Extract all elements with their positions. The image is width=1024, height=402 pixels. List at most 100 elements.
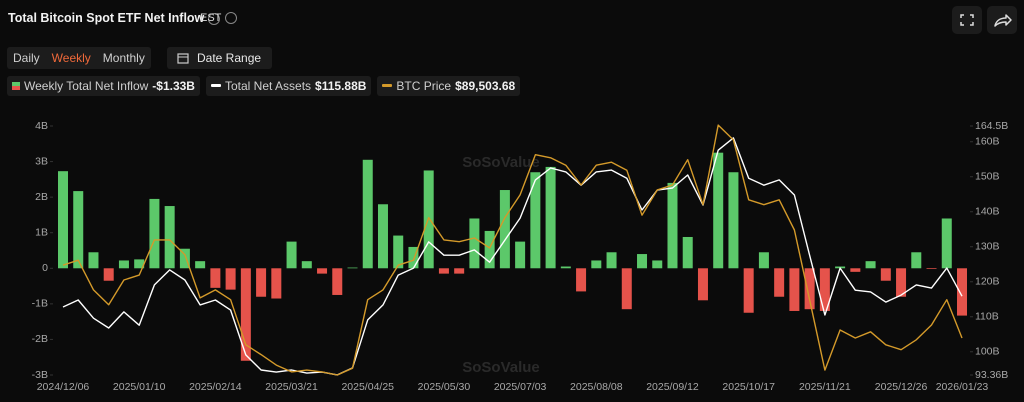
y2-tick-label: 110B <box>975 311 999 323</box>
bar <box>789 268 800 311</box>
bar <box>652 260 663 269</box>
legend-swatch <box>210 84 221 87</box>
x-tick-label: 2025/08/08 <box>570 381 623 393</box>
fullscreen-button[interactable] <box>952 6 982 34</box>
y-tick-label: -2B <box>32 333 48 345</box>
watermark: SoSoValue <box>462 359 540 376</box>
y2-tick-label: 164.5B <box>975 120 1008 132</box>
y2-tick-label: 120B <box>975 276 1000 288</box>
bar <box>118 260 129 269</box>
legend-value: $89,503.68 <box>455 79 516 93</box>
bar <box>865 261 876 269</box>
bar <box>835 266 846 269</box>
title-text: Total Bitcoin Spot ETF Net Inflow <box>8 11 205 25</box>
y-tick-label: 2B <box>35 191 48 203</box>
bar <box>301 261 312 269</box>
x-tick-label: 2025/01/10 <box>113 381 166 393</box>
x-tick-label: 2025/02/14 <box>189 381 242 393</box>
legend-value: -$1.33B <box>152 79 195 93</box>
bar <box>637 254 648 269</box>
x-tick-label: 2024/12/06 <box>37 381 90 393</box>
bar <box>728 172 739 269</box>
x-tick-label: 2025/12/26 <box>875 381 928 393</box>
x-tick-label: 2025/09/12 <box>646 381 699 393</box>
y-tick-label: 4B <box>35 120 48 132</box>
y2-tick-label: 100B <box>975 346 1000 358</box>
bar <box>606 252 617 269</box>
title: Total Bitcoin Spot ETF Net Inflow <box>8 11 221 25</box>
y2-tick-label: 140B <box>975 206 1000 218</box>
y-tick-label: -1B <box>32 298 48 310</box>
bar <box>195 261 206 269</box>
bar <box>713 152 724 269</box>
bar <box>362 159 373 269</box>
y-tick-label: 3B <box>35 155 48 167</box>
timezone: EST <box>200 12 238 25</box>
fullscreen-icon <box>960 14 974 26</box>
bar <box>58 171 68 269</box>
bar <box>682 236 693 269</box>
bar <box>408 246 419 269</box>
bar <box>88 252 99 269</box>
y2-tick-label: 150B <box>975 171 1000 183</box>
y-tick-label: 0 <box>42 262 48 274</box>
x-tick-label: 2025/04/25 <box>341 381 394 393</box>
legend-item[interactable]: Weekly Total Net Inflow -$1.33B <box>7 76 200 96</box>
y2-tick-label: 93.36B <box>975 369 1008 381</box>
tab[interactable]: Daily <box>13 51 40 65</box>
x-tick-label: 2025/03/21 <box>265 381 318 393</box>
legend-label: BTC Price <box>396 79 452 93</box>
bar <box>73 191 84 269</box>
calendar-icon <box>177 53 189 64</box>
bar <box>545 166 556 269</box>
bar <box>134 259 145 269</box>
bar <box>377 204 388 269</box>
bar <box>149 198 160 269</box>
legend-label: Total Net Assets <box>224 79 312 93</box>
legend-swatch <box>382 84 393 87</box>
tabs: Daily Weekly Monthly <box>7 47 151 69</box>
y2-tick-label: 160B <box>975 136 1000 148</box>
bar <box>393 235 404 269</box>
info-icon[interactable] <box>208 12 221 25</box>
x-tick-label: 2025/11/21 <box>799 381 851 393</box>
date-range-text: Date Range <box>197 51 262 65</box>
legend-label: Weekly Total Net Inflow <box>24 79 149 93</box>
legend-item[interactable]: Total Net Assets $115.88B <box>205 76 372 96</box>
share-button[interactable] <box>987 6 1017 34</box>
line <box>62 137 963 376</box>
legend-item[interactable]: BTC Price $89,503.68 <box>377 76 521 96</box>
bar <box>347 267 358 269</box>
bar <box>957 268 967 316</box>
y-tick-label: 1B <box>35 226 48 238</box>
legend-value: $115.88B <box>315 79 367 93</box>
bar <box>743 268 754 313</box>
bar <box>317 268 328 274</box>
bar <box>286 241 297 269</box>
bar <box>926 268 937 269</box>
bar <box>758 252 769 269</box>
bar <box>454 268 465 274</box>
bar <box>103 268 114 281</box>
bar <box>697 268 708 301</box>
bar <box>210 268 221 288</box>
legend: Weekly Total Net Inflow -$1.33B Total Ne… <box>7 76 521 96</box>
bar <box>179 248 190 269</box>
bar <box>240 268 251 361</box>
bar <box>621 268 632 310</box>
bar <box>880 268 891 281</box>
timezone-text: EST <box>200 12 222 24</box>
tab[interactable]: Monthly <box>102 51 145 65</box>
y-tick-label: -3B <box>32 369 48 381</box>
bar <box>850 268 861 272</box>
tab[interactable]: Weekly <box>51 51 91 65</box>
info-icon[interactable] <box>225 12 238 25</box>
date-range[interactable]: Date Range <box>167 47 272 69</box>
bar <box>941 218 952 269</box>
bar <box>256 268 267 297</box>
bar <box>164 206 175 269</box>
bar <box>804 268 815 310</box>
x-tick-label: 2025/07/03 <box>494 381 547 393</box>
